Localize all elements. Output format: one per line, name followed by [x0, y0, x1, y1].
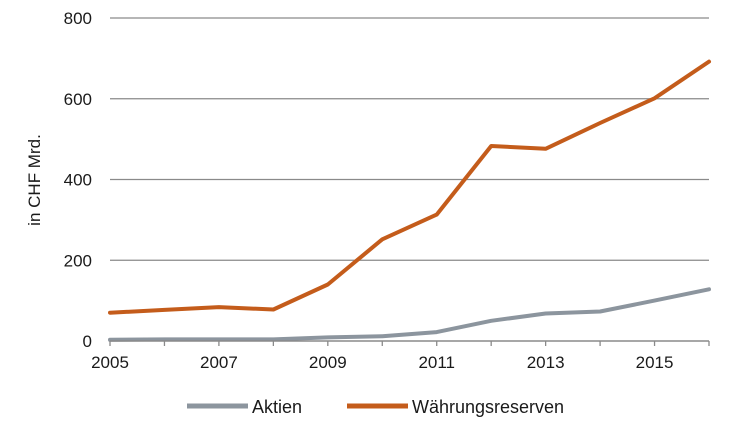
x-tick-label-2011: 2011	[418, 353, 455, 372]
legend: Aktien Währungsreserven	[187, 397, 564, 417]
y-axis-title: in CHF Mrd.	[25, 134, 44, 226]
series-line-1	[108, 59, 711, 315]
y-tick-label-400: 400	[64, 171, 92, 190]
series-layer	[108, 59, 711, 342]
x-tick-label-2015: 2015	[636, 353, 674, 372]
x-tick-label-2013: 2013	[527, 353, 565, 372]
legend-item-aktien: Aktien	[187, 397, 302, 417]
legend-item-waehrungsreserven: Währungsreserven	[347, 397, 564, 417]
y-axis: 0 200 400 600 800	[64, 9, 92, 351]
legend-label-waehrungsreserven: Währungsreserven	[412, 397, 564, 417]
series-line-0	[108, 287, 711, 342]
gridlines	[110, 17, 709, 261]
x-tick-label-2005: 2005	[91, 353, 129, 372]
y-tick-label-200: 200	[64, 251, 92, 270]
legend-label-aktien: Aktien	[252, 397, 302, 417]
x-tick-label-2007: 2007	[200, 353, 238, 372]
x-tick-label-2009: 2009	[309, 353, 347, 372]
y-tick-label-600: 600	[64, 90, 92, 109]
x-axis: 2005 2007 2009 2011 2013 2015	[91, 340, 710, 372]
y-tick-label-800: 800	[64, 9, 92, 28]
y-tick-label-0: 0	[83, 332, 92, 351]
